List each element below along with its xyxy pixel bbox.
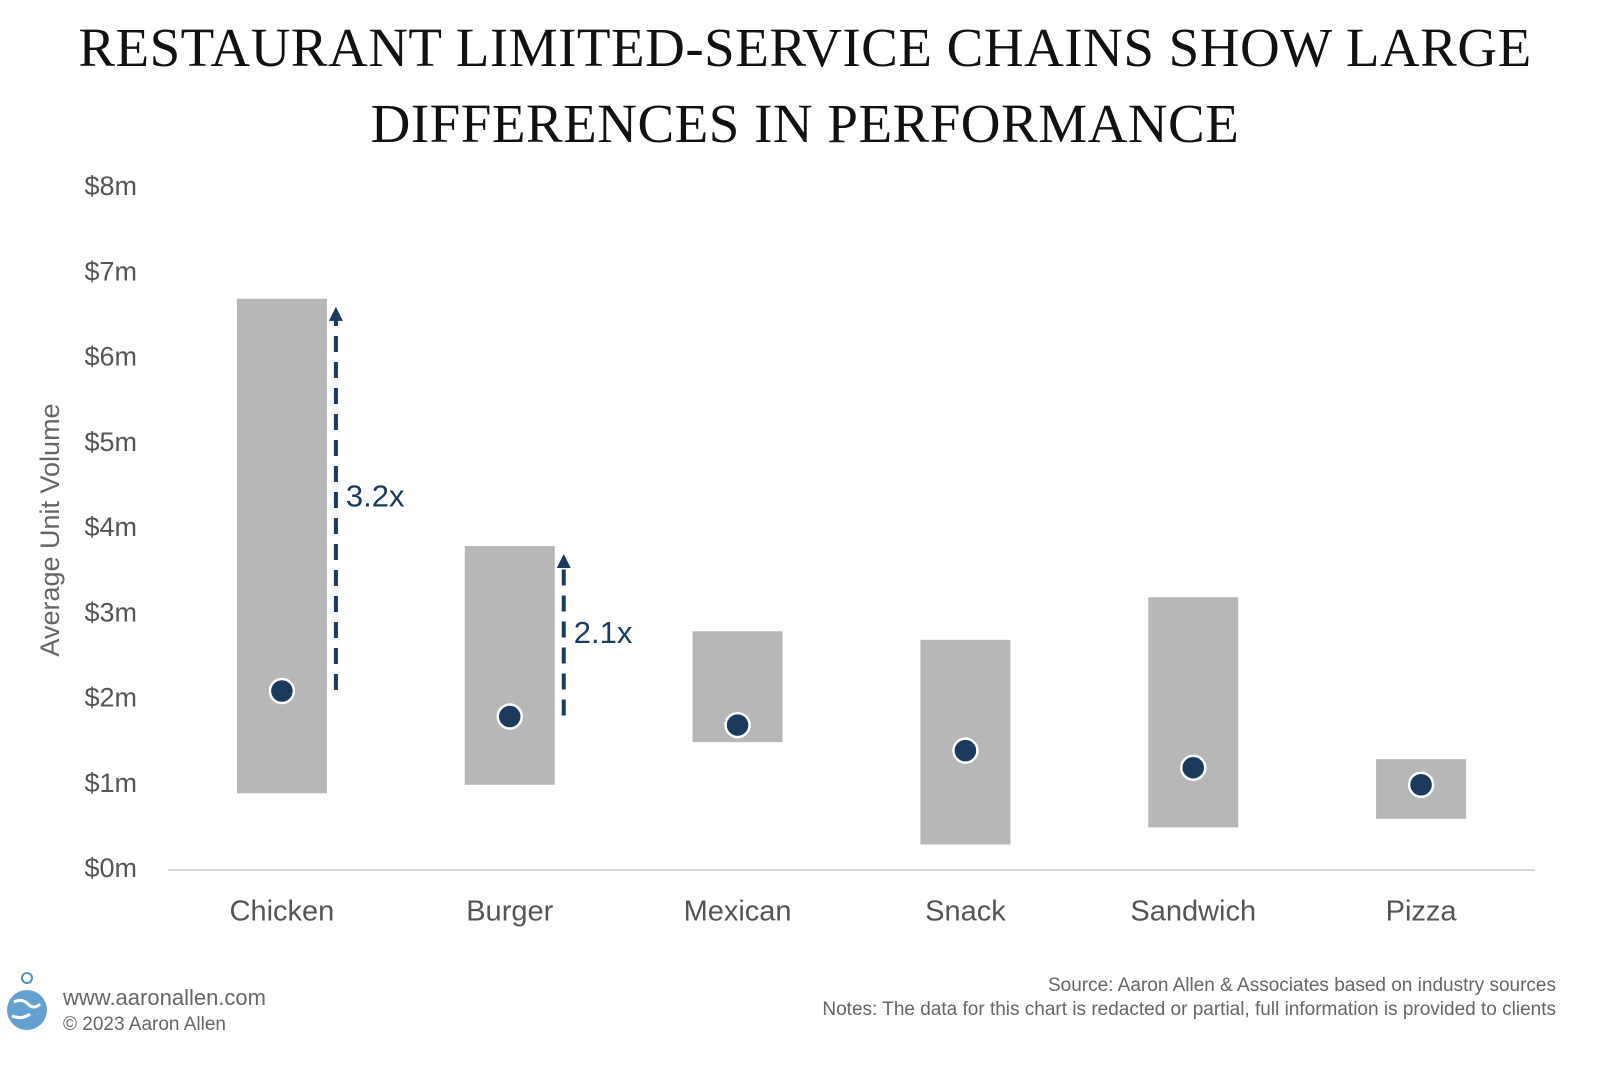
y-tick-label: $0m xyxy=(84,853,137,883)
y-tick-label: $5m xyxy=(84,427,137,457)
dot xyxy=(1407,771,1435,798)
range-bar xyxy=(1148,597,1239,828)
source: Source: Aaron Allen & Associates based o… xyxy=(1047,975,1556,996)
x-tick-label: Mexican xyxy=(684,896,792,928)
y-tick-label: $8m xyxy=(84,171,137,201)
y-tick-label: $6m xyxy=(84,342,137,372)
dot xyxy=(1180,754,1207,781)
y-tick-label: $7m xyxy=(84,256,137,286)
range-bar xyxy=(236,298,327,794)
dot xyxy=(952,737,979,764)
logo xyxy=(7,972,47,1030)
dot xyxy=(268,677,296,705)
dot xyxy=(496,703,523,730)
website: www.aaronallen.com xyxy=(63,985,266,1010)
y-tick-label: $1m xyxy=(84,768,137,798)
annotation: 2.1x xyxy=(574,615,633,650)
annotation: 3.2x xyxy=(346,479,405,514)
x-tick-label: Burger xyxy=(466,896,553,928)
y-tick-label: $4m xyxy=(84,512,137,542)
x-tick-label: Snack xyxy=(925,896,1006,928)
x-tick-label: Pizza xyxy=(1386,896,1458,928)
chart-title: RESTAURANT LIMITED-SERVICE CHAINS SHOW L… xyxy=(78,17,1532,154)
copyright: © 2023 Aaron Allen xyxy=(63,1014,226,1035)
x-tick-label: Sandwich xyxy=(1130,896,1256,928)
x-tick-label: Chicken xyxy=(230,896,335,928)
y-tick-label: $3m xyxy=(84,597,137,627)
y-tick-label: $2m xyxy=(84,683,137,713)
dot xyxy=(724,711,751,739)
arrow-head xyxy=(556,554,571,569)
range-bar xyxy=(464,546,555,785)
arrow-head xyxy=(328,306,343,321)
y-axis-label: Average Unit Volume xyxy=(35,403,65,656)
notes: Notes: The data for this chart is redact… xyxy=(822,999,1556,1020)
